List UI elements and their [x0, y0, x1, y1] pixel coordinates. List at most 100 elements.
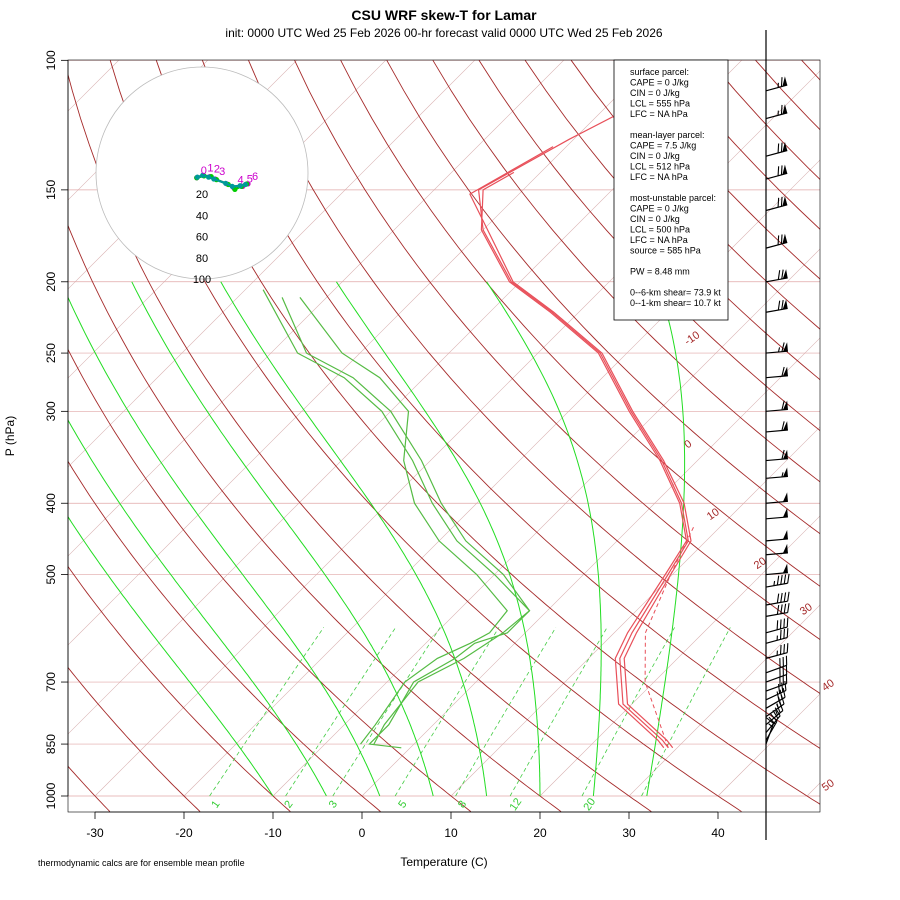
moist-adiabat-line: [220, 281, 488, 797]
x-axis-label: Temperature (C): [400, 855, 487, 869]
wind-barb-shaft: [765, 600, 788, 606]
wind-barb-flag: [782, 342, 788, 352]
wind-barb-feather: [781, 342, 785, 352]
wind-barb-flag: [782, 563, 788, 574]
wind-barb: [765, 543, 788, 556]
wind-barb-feather: [780, 575, 783, 585]
hodograph-point: [205, 174, 212, 180]
wind-barb-feather: [777, 166, 780, 176]
dry-adiabat-line: [755, 60, 820, 131]
wind-barb: [765, 573, 790, 588]
wind-barbs: [765, 30, 790, 840]
wind-barb-feather: [783, 618, 785, 629]
dry-adiabat-line: [524, 60, 820, 381]
wind-barb-shaft: [765, 458, 788, 462]
wind-barb: [765, 104, 788, 120]
legend-line: LFC = NA hPa: [630, 172, 688, 182]
wind-barb: [765, 603, 790, 617]
legend-frame: [613, 59, 729, 321]
dry-adiabat-line: [109, 60, 742, 812]
x-tick-label: -30: [86, 826, 104, 840]
y-tick-label: 200: [44, 271, 58, 291]
wind-barb-feather: [780, 142, 783, 153]
thermo-grid: [68, 60, 820, 812]
wind-barb-flag: [782, 492, 788, 502]
wind-barb-flag: [782, 233, 788, 244]
dry-adiabat-label: 0: [682, 438, 694, 451]
hodograph-ring-label: 60: [196, 232, 208, 244]
wind-barb-feather: [787, 573, 790, 584]
mixing-ratio-line: [641, 627, 731, 797]
y-tick-label: 700: [44, 672, 58, 692]
mixing-ratio-label: 5: [396, 799, 409, 811]
hodograph-point: [194, 174, 200, 180]
dry-adiabat-line: [801, 60, 820, 81]
wind-barb-feather: [777, 197, 780, 208]
wind-barb-flag: [782, 196, 788, 207]
wind-barb: [765, 681, 787, 701]
legend-line: CIN = 0 J/kg: [630, 88, 680, 98]
dry-adiabat-line: [68, 666, 201, 812]
wind-barb-feather: [781, 366, 785, 377]
wind-barb-flag: [782, 529, 788, 540]
legend-line: LCL = 512 hPa: [630, 162, 690, 172]
wind-barb-feather: [786, 617, 789, 628]
y-tick-label: 150: [44, 180, 58, 200]
mixing-ratio-label: 2: [282, 799, 295, 811]
wind-barb-feather: [780, 592, 783, 603]
hodograph-point: [242, 181, 248, 188]
wind-barb: [765, 299, 788, 313]
hodograph-height-label: 2: [214, 164, 220, 176]
wind-barb-shaft: [765, 84, 788, 92]
wind-barb-feather: [776, 620, 779, 630]
dry-adiabat-label: -10: [682, 329, 702, 348]
wind-barb-shaft: [765, 689, 787, 701]
wind-barb-shaft: [765, 350, 788, 354]
wind-barb-feather: [777, 143, 780, 154]
wind-barb-shaft: [765, 703, 785, 718]
wind-barb-shaft: [765, 375, 788, 379]
wind-barb-feather: [781, 400, 785, 411]
x-tick-label: 10: [444, 826, 458, 840]
wind-barb-shaft: [765, 682, 787, 692]
y-tick-label: 100: [44, 50, 58, 70]
wind-barb: [765, 617, 789, 634]
wind-barb-shaft: [765, 429, 788, 433]
wind-barb-feather: [776, 691, 780, 701]
wind-barb: [765, 76, 788, 92]
mixing-ratio-label: 3: [327, 799, 340, 811]
x-tick-label: 30: [622, 826, 636, 840]
dry-adiabat-line: [201, 60, 820, 749]
wind-barb-flag: [782, 543, 788, 554]
dry-adiabat-label: 20: [752, 555, 769, 572]
wind-barb-feather: [784, 681, 787, 691]
wind-barb-flag: [782, 366, 788, 377]
wind-barb-feather: [786, 628, 789, 638]
dewpoint-profile: [299, 297, 508, 745]
wind-barb: [765, 449, 788, 462]
wind-barb-feather: [781, 421, 785, 431]
dry-adiabat-line: [478, 60, 820, 432]
moist-adiabat-line: [335, 281, 541, 796]
wind-barb-shaft: [765, 582, 788, 588]
legend-line: CAPE = 7.5 J/kg: [630, 141, 696, 151]
hodograph-height-label: 3: [219, 166, 225, 178]
isotherm-line: [68, 60, 564, 557]
dry-adiabat-line: [248, 60, 820, 694]
y-tick-label: 850: [44, 734, 58, 754]
wind-barb-feather: [786, 643, 789, 653]
wind-barb: [765, 563, 788, 576]
dry-adiabat-label: 30: [798, 601, 815, 618]
x-tick-label: -20: [175, 826, 193, 840]
hodograph-point: [223, 180, 229, 186]
wind-barb-flag: [782, 449, 788, 460]
wind-barb: [765, 342, 788, 354]
wind-barb: [765, 674, 788, 692]
dry-adiabat-line: [386, 60, 820, 535]
dewpoint-profile: [281, 297, 531, 745]
wind-barb: [765, 269, 788, 283]
dry-adiabat-line: [68, 73, 652, 812]
y-tick-label: 400: [44, 493, 58, 513]
legend-line: CAPE = 0 J/kg: [630, 78, 689, 88]
